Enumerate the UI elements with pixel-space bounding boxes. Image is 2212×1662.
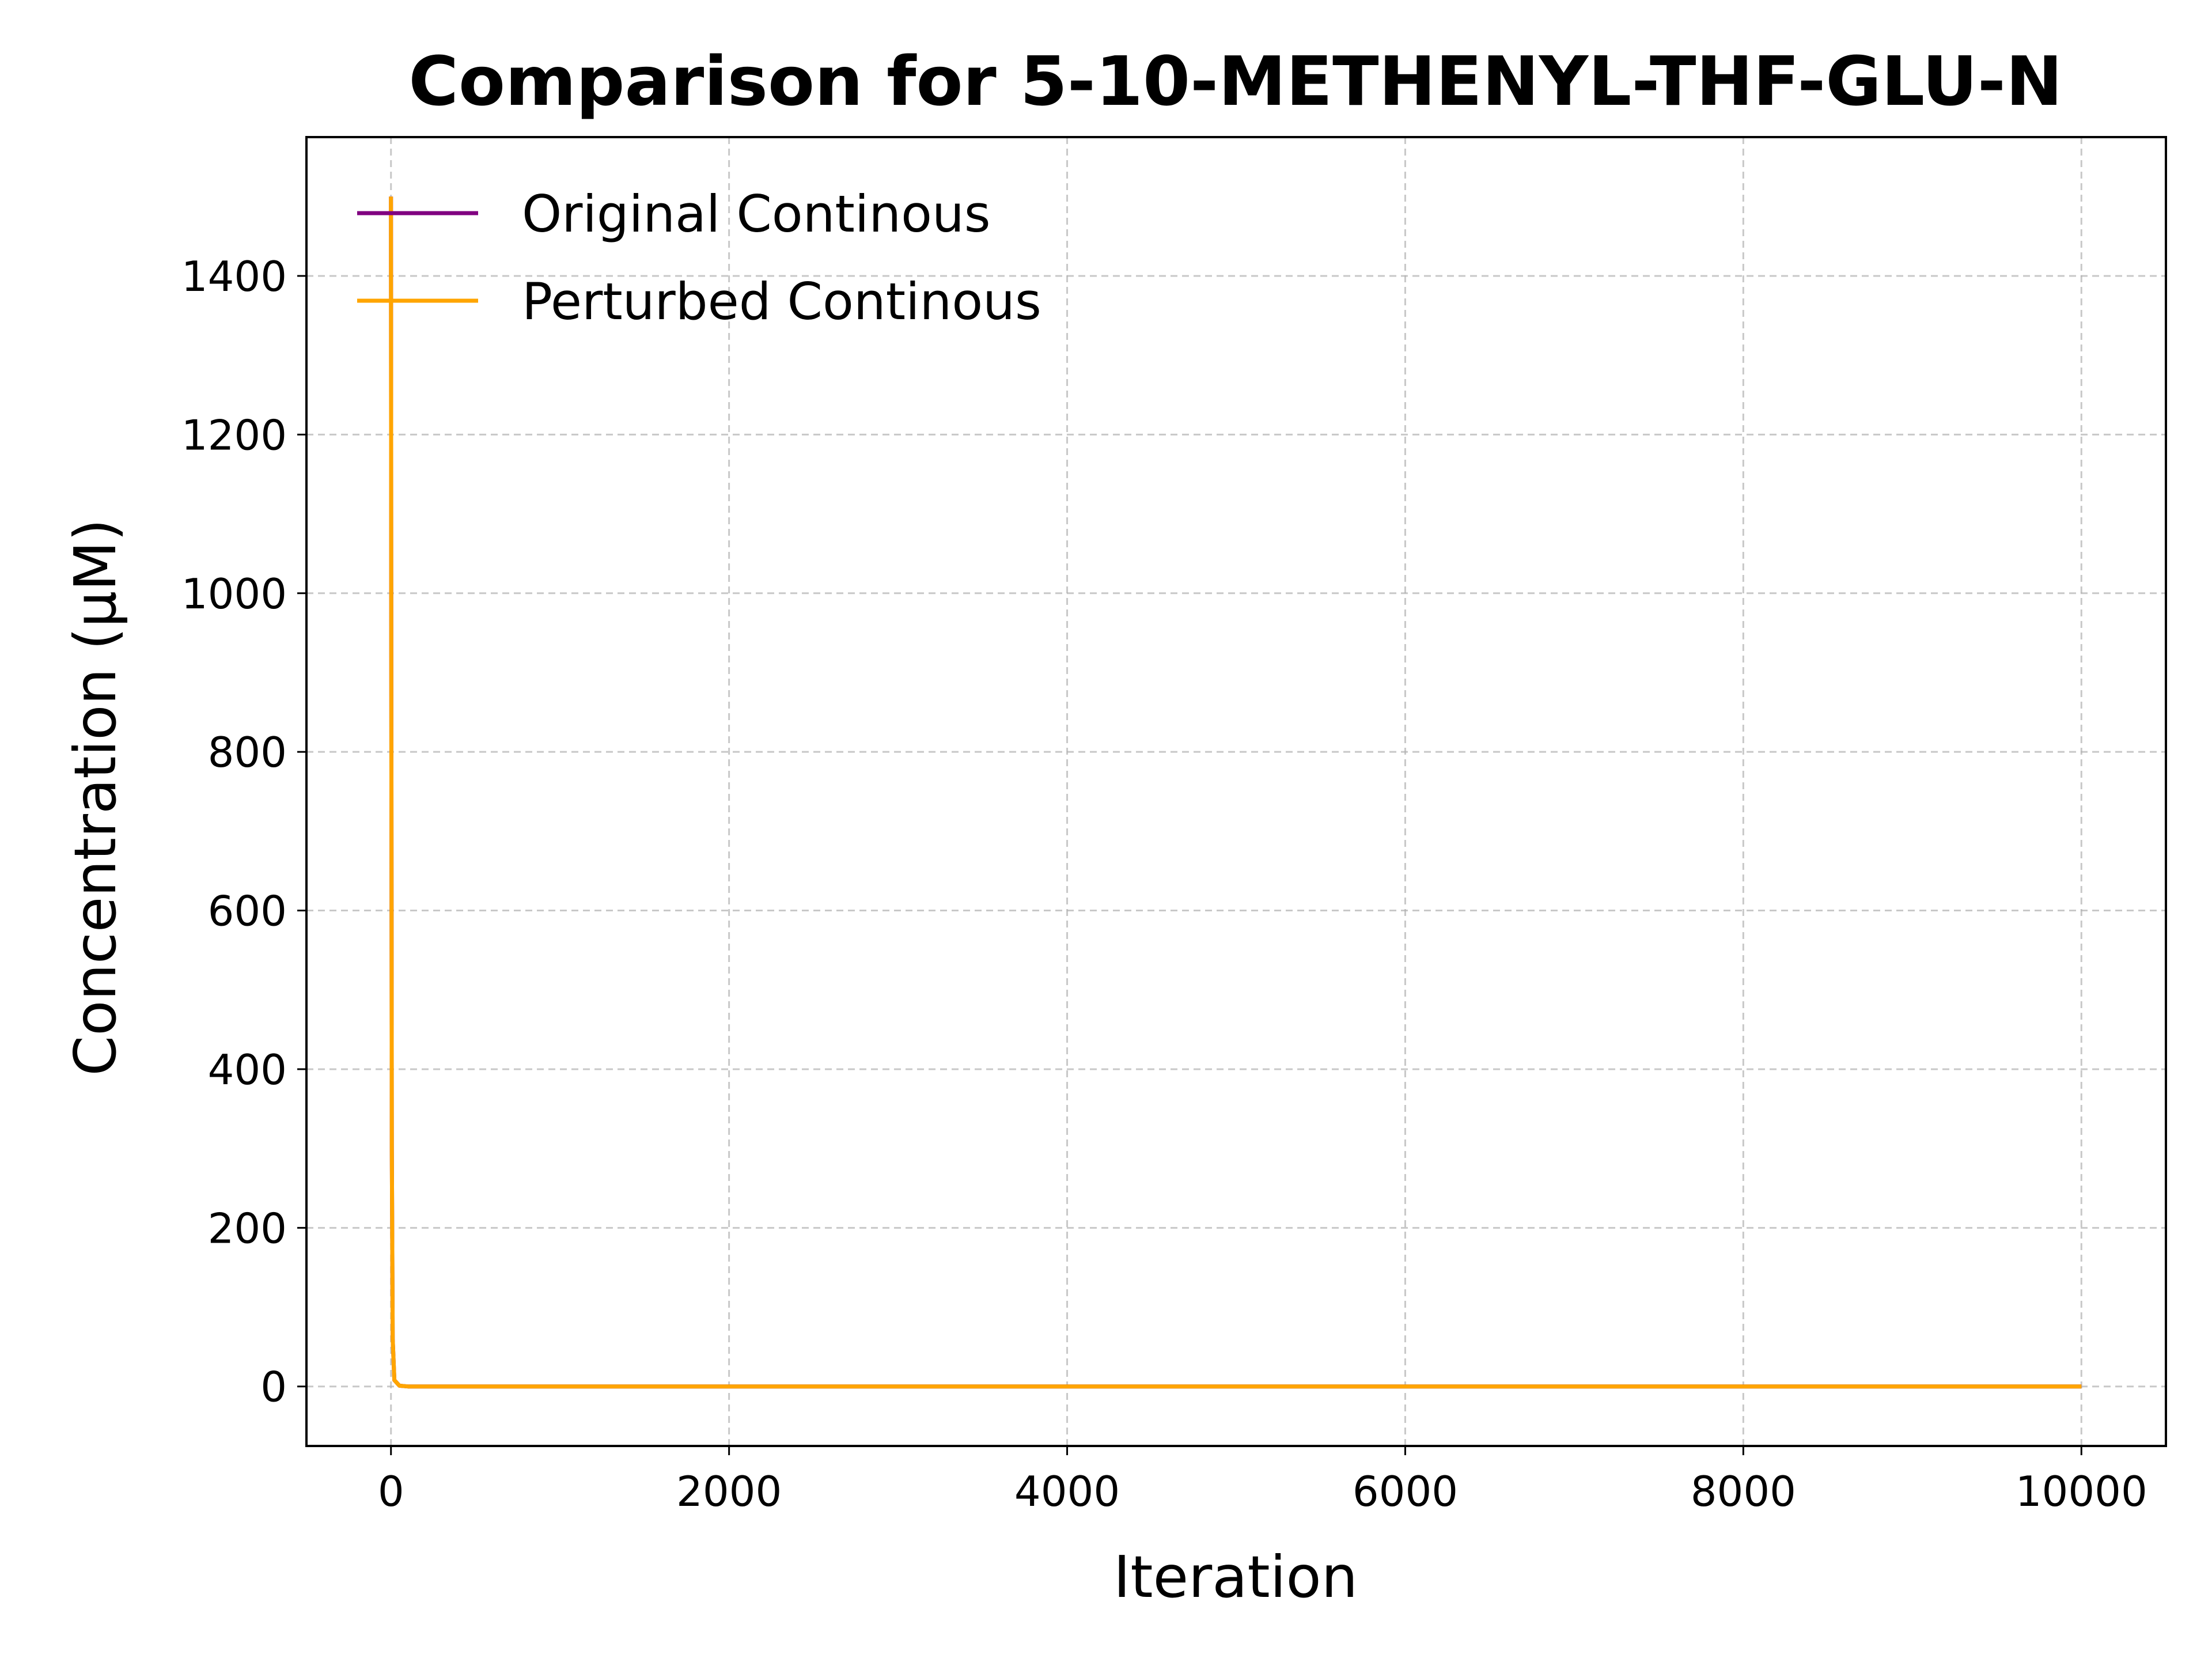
legend: Original Continous Perturbed Continous [357,184,1041,331]
x-tick-label-2: 4000 [1014,1467,1120,1516]
legend-label-2: Perturbed Continous [522,272,1041,331]
x-tick-label-0: 0 [378,1467,404,1516]
axis-ticks: 0 2000 4000 6000 8000 10000 0 200 400 600 800 1000 1… [181,252,2147,1516]
y-tick-label-0: 0 [260,1363,287,1411]
x-axis-label: Iteration [1113,1543,1358,1611]
x-tick-label-5: 10000 [2016,1467,2147,1516]
plot-series [389,196,2082,1389]
y-tick-label-7: 1400 [181,252,287,301]
plot-area-frame [305,136,2167,1447]
y-tick-label-3: 600 [208,887,287,936]
x-tick-label-3: 6000 [1353,1467,1458,1516]
y-axis-label: Concentration (μM) [62,518,129,1076]
y-tick-label-4: 800 [208,728,287,777]
y-tick-label-5: 1000 [181,570,287,618]
y-tick-label-2: 400 [208,1046,287,1094]
series-line-2 [389,196,2082,1389]
legend-label-1: Original Continous [522,184,991,244]
y-tick-label-1: 200 [208,1204,287,1252]
y-tick-label-6: 1200 [181,411,287,459]
x-tick-label-4: 8000 [1691,1467,1796,1516]
chart-title: Comparison for 5-10-METHENYL-THF-GLU-N [408,41,2062,121]
x-tick-label-1: 2000 [676,1467,782,1516]
